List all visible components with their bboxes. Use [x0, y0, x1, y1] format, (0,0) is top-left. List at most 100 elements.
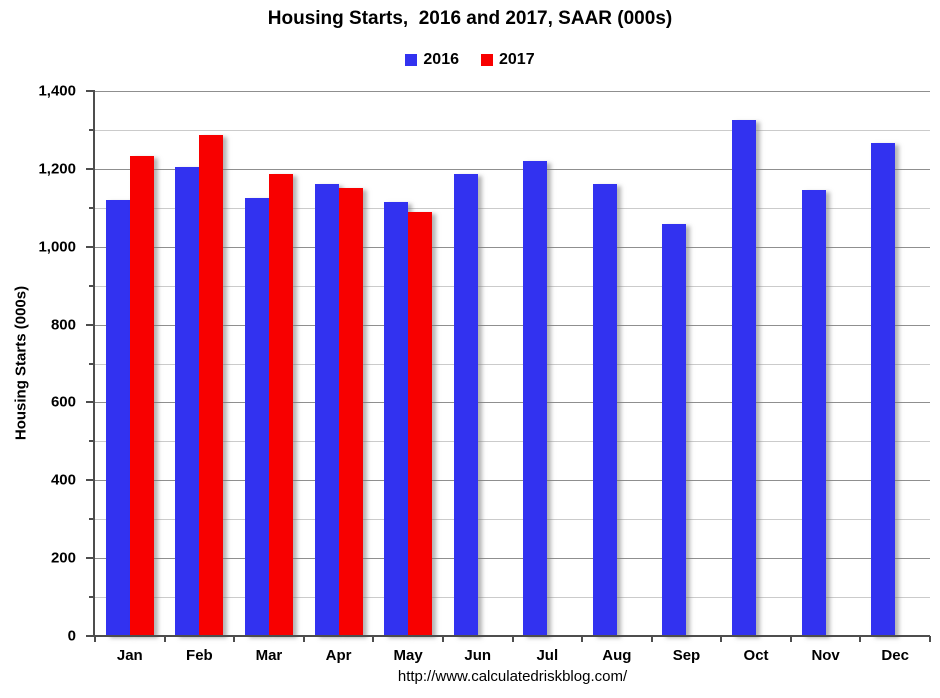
gridline-500 — [95, 441, 930, 443]
bar-2016-feb — [175, 166, 200, 636]
y-tick-1200 — [86, 167, 95, 170]
y-tick-label-600: 600 — [50, 393, 76, 411]
category-cell-nov — [791, 91, 861, 636]
y-tick-label-400: 400 — [50, 471, 76, 489]
y-tick-label-0: 0 — [67, 627, 76, 645]
x-tick-11 — [859, 636, 862, 642]
bar-2016-may — [384, 201, 409, 636]
gridline-300 — [95, 519, 930, 521]
x-tick-7 — [581, 636, 584, 642]
bar-2017-may — [408, 211, 433, 636]
category-cell-may — [373, 91, 443, 636]
bar-2017-mar — [268, 174, 293, 636]
y-tick-800 — [86, 323, 95, 326]
bar-pair-mar — [244, 91, 293, 636]
x-tick-2 — [233, 636, 236, 642]
gridline-400 — [95, 480, 930, 482]
legend-swatch-2017-icon — [481, 54, 493, 66]
x-tick-1 — [163, 636, 166, 642]
bar-pair-jul — [523, 91, 571, 636]
x-tick-4 — [372, 636, 375, 642]
x-label-jul: Jul — [536, 647, 559, 664]
y-tick-label-1000: 1,000 — [38, 238, 76, 256]
y-tick-700 — [89, 362, 95, 365]
bar-pair-sep — [662, 91, 710, 636]
legend-item-2017: 2017 — [481, 51, 535, 69]
y-tick-label-800: 800 — [50, 316, 76, 334]
y-tick-label-1400: 1,400 — [38, 82, 76, 100]
bar-pair-dec — [871, 91, 919, 636]
bar-2017-feb — [199, 135, 224, 636]
plot-area: 0 200 400 600 800 1,000 1,200 1,400 Jan Feb Mar Ap… — [38, 83, 931, 664]
legend-label-2016: 2016 — [423, 51, 459, 68]
x-tick-5 — [441, 636, 444, 642]
bar-2016-nov — [801, 189, 826, 636]
y-tick-label-1200: 1,200 — [38, 160, 76, 178]
x-tick-10 — [789, 636, 792, 642]
bar-pair-nov — [801, 91, 850, 636]
chart-title: Housing Starts, 2016 and 2017, SAAR (000… — [267, 8, 673, 29]
category-cell-jan — [95, 91, 165, 636]
bar-2016-oct — [732, 119, 757, 636]
bar-pair-jun — [453, 91, 502, 636]
y-tick-1400 — [86, 90, 95, 92]
x-label-nov: Nov — [811, 647, 840, 664]
bar-2016-aug — [592, 183, 617, 636]
legend: 2016 2017 — [0, 51, 940, 69]
gridline-800 — [95, 324, 930, 326]
bar-2016-jun — [453, 173, 478, 636]
gridline-1400 — [95, 91, 930, 92]
bar-pair-may — [384, 91, 433, 636]
gridline-700 — [95, 363, 930, 365]
x-label-jan: Jan — [116, 647, 143, 664]
gridline-100 — [95, 597, 930, 599]
legend-swatch-2016-icon — [405, 54, 418, 66]
bar-2017-jan — [129, 156, 154, 636]
y-tick-label-200: 200 — [50, 549, 76, 567]
x-tick-3 — [302, 636, 305, 642]
gridline-200 — [95, 558, 930, 560]
y-tick-1300 — [89, 128, 95, 131]
gridline-600 — [95, 402, 930, 404]
x-tick-8 — [650, 636, 653, 642]
category-cell-aug — [582, 91, 652, 636]
gridline-900 — [95, 285, 930, 287]
y-tick-500 — [89, 440, 95, 443]
x-tick-6 — [511, 636, 514, 642]
x-label-feb: Feb — [186, 647, 213, 664]
bars-layer — [95, 91, 930, 636]
x-tick-0 — [94, 636, 96, 642]
category-cell-feb — [165, 91, 235, 636]
bar-pair-apr — [314, 91, 363, 636]
y-axis-line — [93, 91, 95, 636]
x-label-dec: Dec — [881, 647, 909, 664]
category-cell-mar — [234, 91, 304, 636]
bar-pair-oct — [732, 91, 780, 636]
x-label-apr: Apr — [325, 647, 352, 664]
x-label-aug: Aug — [602, 647, 632, 664]
category-cell-jul — [513, 91, 583, 636]
x-label-oct: Oct — [743, 647, 769, 664]
bar-pair-jan — [105, 91, 154, 636]
y-axis-title: Housing Starts (000s) — [12, 285, 30, 441]
x-tick-9 — [720, 636, 723, 642]
category-cell-apr — [304, 91, 374, 636]
x-label-sep: Sep — [672, 647, 701, 664]
gridline-1000 — [95, 246, 930, 248]
y-tick-600 — [86, 401, 95, 404]
category-cell-oct — [721, 91, 791, 636]
bar-2016-dec — [871, 143, 896, 636]
category-cell-jun — [443, 91, 513, 636]
bar-pair-aug — [592, 91, 641, 636]
x-label-mar: Mar — [255, 647, 283, 664]
y-tick-400 — [86, 479, 95, 482]
bar-pair-feb — [175, 91, 224, 636]
category-cell-dec — [860, 91, 930, 636]
bar-2016-sep — [662, 224, 687, 636]
y-tick-0 — [86, 635, 95, 637]
legend-item-2016: 2016 — [405, 51, 459, 69]
y-tick-900 — [89, 284, 95, 287]
gridline-1300 — [95, 129, 930, 131]
bar-2016-jul — [523, 161, 548, 636]
